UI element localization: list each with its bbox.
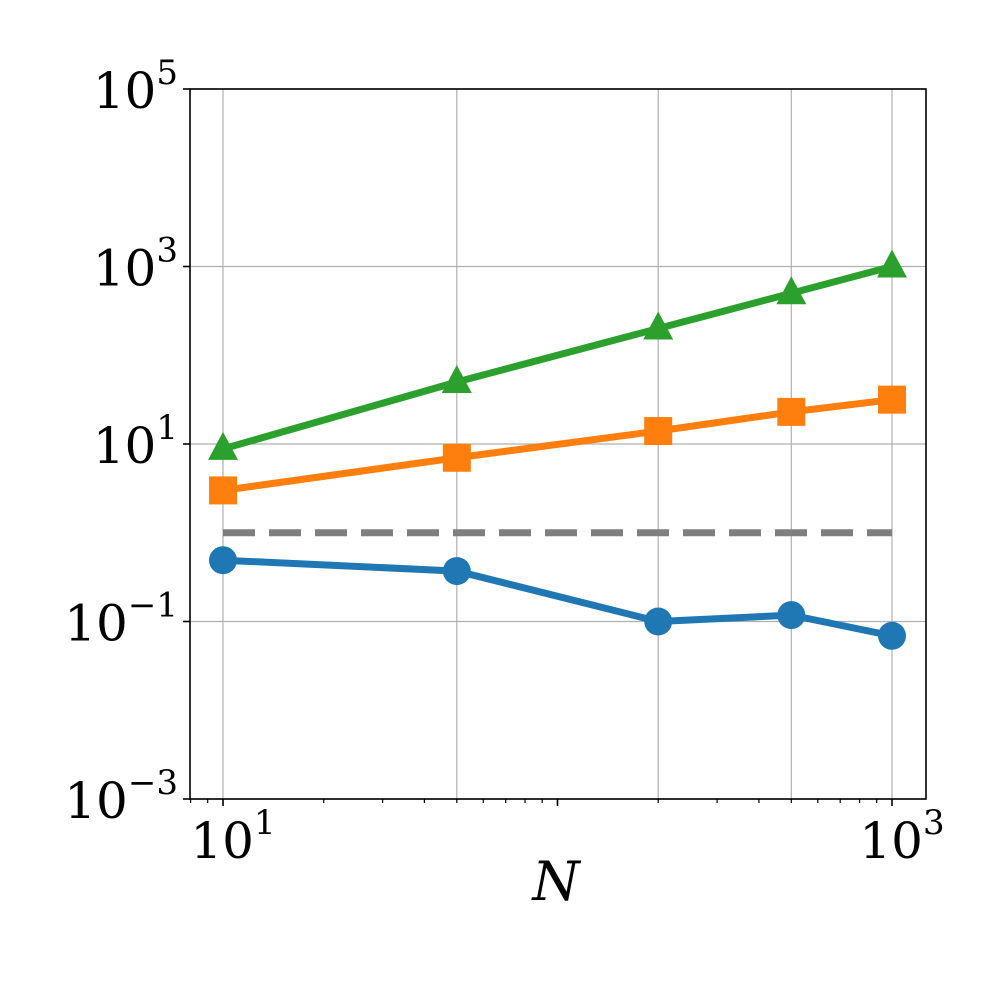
y-tick-label: 105	[93, 53, 178, 120]
y-tick-label: 101	[93, 408, 178, 475]
y-tick-labels: 105 103 101 10−1 10−3	[64, 53, 178, 830]
circle-marker	[878, 621, 906, 650]
axis-ticks	[183, 88, 893, 806]
circle-marker	[442, 557, 471, 586]
y-tick-label: 10−1	[64, 586, 178, 653]
data-series	[208, 249, 907, 650]
circle-marker	[777, 601, 806, 630]
square-marker	[777, 397, 806, 426]
triangle-marker	[776, 276, 807, 305]
triangle-marker	[643, 311, 674, 340]
series-green-triangle	[208, 249, 907, 460]
series-blue-circle	[209, 546, 906, 650]
triangle-marker	[441, 364, 472, 393]
x-tick-labels: 101 103	[190, 803, 944, 870]
series-orange-square	[209, 385, 906, 505]
triangle-marker	[208, 431, 238, 460]
x-tick-label: 103	[859, 803, 944, 870]
square-marker	[442, 443, 471, 472]
x-tick-label: 101	[190, 803, 275, 870]
y-tick-label: 10−3	[64, 763, 178, 830]
triangle-marker	[877, 249, 907, 278]
circle-marker	[644, 607, 673, 636]
x-axis-label: N	[530, 850, 581, 913]
circle-marker	[209, 546, 237, 575]
square-marker	[644, 417, 673, 446]
square-marker	[209, 476, 237, 505]
square-marker	[878, 385, 906, 414]
y-tick-label: 103	[93, 231, 178, 298]
